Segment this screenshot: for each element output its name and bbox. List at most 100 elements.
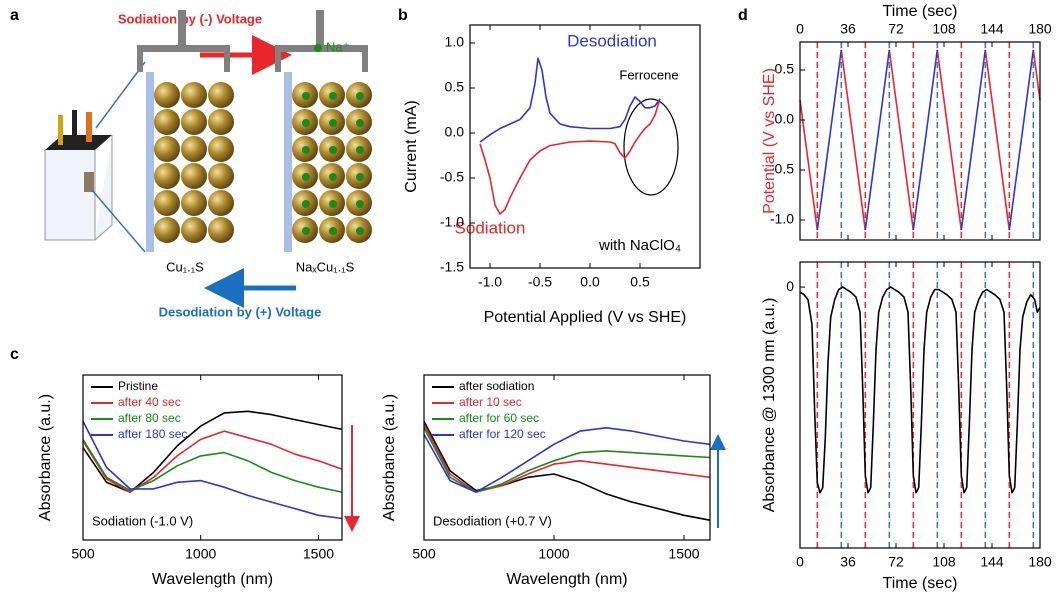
x-tick-label: 36 bbox=[840, 554, 856, 570]
sodium-dot bbox=[302, 227, 310, 235]
x-tick-label: 180 bbox=[1028, 554, 1052, 570]
electrode-substrate bbox=[284, 72, 292, 252]
y-tick-label: 0.0 bbox=[775, 111, 795, 127]
electrode-wire bbox=[72, 110, 77, 145]
y-tick-label: 0.0 bbox=[445, 124, 465, 140]
plot-frame bbox=[423, 374, 711, 541]
particle bbox=[208, 109, 234, 135]
zoom-line bbox=[95, 61, 146, 129]
y-tick-label: 0.5 bbox=[775, 61, 795, 77]
sodium-dot bbox=[329, 92, 337, 100]
electrode-label: Cu₁.₁S bbox=[166, 259, 204, 274]
x-tick-label: -0.5 bbox=[528, 274, 552, 290]
x-tick-label: 500 bbox=[71, 546, 95, 562]
y-tick-label: 1.0 bbox=[445, 34, 465, 50]
sodium-dot bbox=[329, 173, 337, 181]
x-axis-label: Potential Applied (V vs SHE) bbox=[484, 309, 687, 326]
particle bbox=[208, 136, 234, 162]
particle bbox=[154, 82, 180, 108]
desodiation-label: Desodiation by (+) Voltage bbox=[159, 304, 322, 319]
holder bbox=[178, 10, 186, 46]
x-tick-label: 72 bbox=[888, 21, 904, 37]
sodium-dot bbox=[302, 119, 310, 127]
y-tick-label: -1.0 bbox=[440, 214, 464, 230]
sodiation-label: Sodiation by (-) Voltage bbox=[118, 11, 262, 26]
series-label: Sodiation bbox=[455, 218, 526, 237]
x-tick-label: 500 bbox=[412, 546, 436, 562]
beaker-lid bbox=[45, 135, 112, 150]
y-axis-label: Absorbance @ 1300 nm (a.u.) bbox=[761, 298, 778, 513]
legend-label: after sodiation bbox=[459, 379, 534, 393]
y-tick-label: -1.0 bbox=[770, 211, 794, 227]
data-line bbox=[82, 420, 343, 520]
x-tick-label: -1.0 bbox=[478, 274, 502, 290]
plot-frame bbox=[799, 41, 1041, 241]
holder bbox=[275, 45, 368, 72]
x-tick-label: 0.5 bbox=[630, 274, 650, 290]
legend-label: Pristine bbox=[118, 379, 158, 393]
x-tick-label: 144 bbox=[980, 21, 1004, 37]
ion-label: Na⁺ bbox=[326, 39, 349, 54]
particle bbox=[181, 109, 207, 135]
plot-frame bbox=[469, 24, 701, 269]
y-tick-label: 0 bbox=[786, 278, 794, 294]
annotation: with NaClO₄ bbox=[598, 237, 681, 254]
sodium-dot bbox=[329, 227, 337, 235]
sample bbox=[84, 172, 94, 192]
series-label: Desodiation bbox=[567, 31, 657, 50]
highlight-ellipse bbox=[623, 98, 679, 196]
data-line bbox=[799, 49, 1041, 231]
particle bbox=[208, 163, 234, 189]
particle bbox=[208, 190, 234, 216]
particle bbox=[181, 217, 207, 243]
y-tick-label: -0.5 bbox=[770, 161, 794, 177]
annotation: Sodiation (-1.0 V) bbox=[92, 513, 193, 528]
particle bbox=[181, 190, 207, 216]
x-axis-label: Wavelength (nm) bbox=[506, 571, 627, 588]
particle bbox=[181, 82, 207, 108]
x-tick-label: 1000 bbox=[185, 546, 216, 562]
sodium-dot bbox=[356, 92, 364, 100]
x-tick-label: 108 bbox=[932, 21, 956, 37]
sodium-dot bbox=[356, 173, 364, 181]
data-line bbox=[479, 98, 661, 215]
x-axis-label: Time (sec) bbox=[883, 575, 958, 592]
zoom-line bbox=[91, 189, 146, 253]
data-line bbox=[423, 427, 711, 493]
sodium-dot bbox=[302, 146, 310, 154]
sodium-dot bbox=[356, 227, 364, 235]
y-axis-label: Absorbance (a.u.) bbox=[37, 394, 54, 521]
legend-label: after 180 sec bbox=[118, 427, 187, 441]
x-tick-label: 1500 bbox=[668, 546, 699, 562]
legend-label: after for 60 sec bbox=[459, 411, 539, 425]
sodium-dot bbox=[356, 200, 364, 208]
electrode-wire bbox=[58, 115, 63, 145]
electrode-substrate bbox=[146, 72, 154, 252]
electrochemical-diagram: Sodiation by (-) Voltage Desodiation by … bbox=[44, 10, 372, 319]
x-tick-label: 72 bbox=[888, 554, 904, 570]
holder bbox=[137, 45, 230, 72]
sodium-dot bbox=[356, 119, 364, 127]
plot-frame bbox=[82, 374, 343, 541]
data-line bbox=[423, 420, 711, 521]
annotation: Ferrocene bbox=[619, 67, 678, 82]
particle bbox=[154, 190, 180, 216]
data-line bbox=[479, 57, 661, 143]
annotation: Desodiation (+0.7 V) bbox=[433, 513, 552, 528]
x-tick-label: 0 bbox=[796, 554, 804, 570]
sodium-dot bbox=[329, 200, 337, 208]
y-tick-label: -0.5 bbox=[440, 169, 464, 185]
x-tick-label: 108 bbox=[932, 554, 956, 570]
particle bbox=[154, 163, 180, 189]
panel-label: a bbox=[10, 7, 19, 24]
legend-label: after 40 sec bbox=[118, 395, 181, 409]
x-tick-label: 0 bbox=[796, 21, 804, 37]
x-axis-label: Time (sec) bbox=[883, 3, 958, 20]
particle bbox=[154, 109, 180, 135]
x-tick-label: 1500 bbox=[303, 546, 334, 562]
y-axis-label: Absorbance (a.u.) bbox=[381, 394, 398, 521]
data-line bbox=[82, 438, 343, 493]
particle bbox=[154, 136, 180, 162]
panel-label: c bbox=[10, 346, 19, 363]
beaker bbox=[44, 135, 113, 241]
